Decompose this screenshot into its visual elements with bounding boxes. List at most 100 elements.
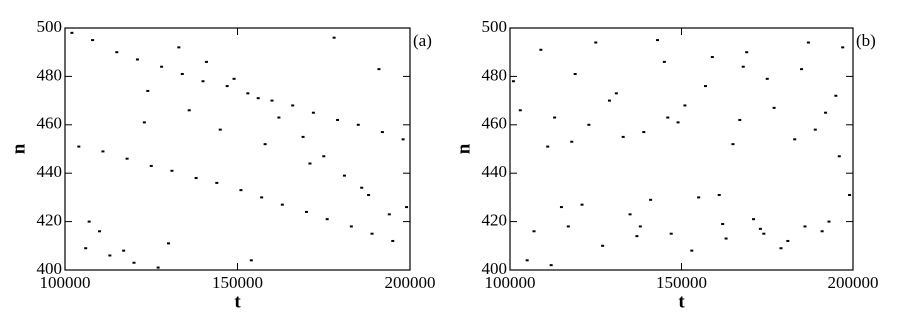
x-tick-label: 150000 [656, 273, 707, 292]
point [721, 223, 725, 226]
y-tick-label: 500 [482, 17, 508, 36]
plot-frame [64, 27, 411, 271]
x-tick-label: 100000 [485, 273, 536, 292]
point [704, 85, 708, 88]
point [170, 169, 174, 172]
y-tick-label: 500 [37, 17, 63, 36]
plot-frame [509, 27, 854, 271]
point [204, 60, 208, 63]
point [710, 56, 714, 59]
point [717, 193, 721, 196]
point [270, 99, 274, 102]
point [553, 116, 557, 119]
point [772, 106, 776, 109]
point [125, 157, 129, 160]
x-tick-label: 150000 [212, 273, 263, 292]
point [806, 41, 810, 44]
point [280, 203, 284, 206]
point [291, 104, 295, 107]
point [697, 196, 701, 199]
point [638, 225, 642, 228]
point [342, 174, 346, 177]
point [628, 213, 632, 216]
point [84, 247, 88, 250]
point [607, 99, 611, 102]
point [401, 138, 405, 141]
point [546, 145, 550, 148]
point [325, 218, 329, 221]
point [762, 232, 766, 235]
point [132, 261, 136, 264]
point [738, 118, 742, 121]
y-tick-label: 460 [482, 114, 508, 133]
x-axis-label: t [234, 291, 241, 312]
point [549, 264, 553, 267]
point [249, 259, 253, 262]
point [391, 239, 395, 242]
panel-label: (a) [413, 31, 432, 50]
point [218, 128, 222, 131]
point [683, 104, 687, 107]
point [800, 68, 804, 71]
point [539, 48, 543, 51]
point [803, 225, 807, 228]
point [752, 218, 756, 221]
point [786, 239, 790, 242]
point [115, 51, 119, 54]
point [405, 206, 409, 209]
point [848, 193, 852, 196]
point [260, 196, 264, 199]
point [146, 89, 150, 92]
point [180, 72, 184, 75]
point [669, 232, 673, 235]
point [101, 150, 105, 153]
point [580, 203, 584, 206]
x-tick-label: 200000 [828, 273, 879, 292]
point [135, 58, 139, 61]
y-axis-label: n [453, 143, 474, 154]
point [765, 77, 769, 80]
y-tick-label: 440 [37, 162, 63, 181]
point [336, 118, 340, 121]
point [666, 116, 670, 119]
point [256, 97, 260, 100]
point [745, 51, 749, 54]
point [187, 109, 191, 112]
point [642, 131, 646, 134]
point [77, 145, 81, 148]
point [731, 143, 735, 146]
point [834, 94, 838, 97]
point [827, 220, 831, 223]
point [662, 60, 666, 63]
point [841, 46, 845, 49]
point [232, 77, 236, 80]
point [387, 213, 391, 216]
point [741, 65, 745, 68]
panel-label: (b) [856, 31, 876, 50]
point [635, 235, 639, 238]
point [160, 65, 164, 68]
point [724, 237, 728, 240]
y-tick-label: 480 [482, 65, 508, 84]
point [177, 46, 181, 49]
point [263, 143, 267, 146]
point [655, 39, 659, 42]
point [758, 227, 762, 230]
y-axis-label: n [8, 143, 29, 154]
y-tick-label: 400 [37, 259, 63, 278]
x-tick-label: 200000 [385, 273, 436, 292]
point [156, 266, 160, 269]
point [690, 249, 694, 252]
point [518, 109, 522, 112]
point [332, 36, 336, 39]
point [360, 186, 364, 189]
point [587, 123, 591, 126]
point [215, 181, 219, 184]
point [367, 193, 371, 196]
point [311, 111, 315, 114]
point [779, 247, 783, 250]
point [308, 162, 312, 165]
point [370, 232, 374, 235]
point [570, 140, 574, 143]
